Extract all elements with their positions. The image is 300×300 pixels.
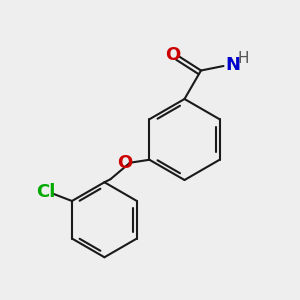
- Text: O: O: [118, 154, 133, 172]
- Text: H: H: [237, 51, 249, 66]
- Text: Cl: Cl: [36, 183, 56, 201]
- Text: N: N: [225, 56, 240, 74]
- Text: O: O: [166, 46, 181, 64]
